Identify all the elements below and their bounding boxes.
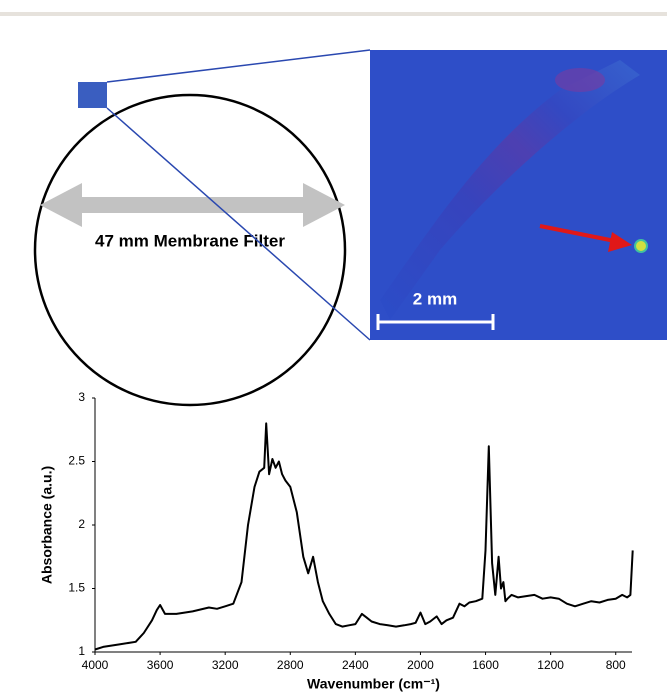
particle xyxy=(634,239,648,253)
image-band xyxy=(380,60,640,320)
zoom-square xyxy=(78,82,107,108)
y-tick-label: 3 xyxy=(78,390,85,404)
x-tick-label: 2000 xyxy=(407,658,434,672)
scale-bar xyxy=(376,314,495,330)
y-axis-label: Absorbance (a.u.) xyxy=(39,466,55,584)
x-tick-label: 2800 xyxy=(277,658,304,672)
red-arrowhead xyxy=(608,232,632,252)
top-rule xyxy=(0,12,667,16)
x-tick-label: 3200 xyxy=(212,658,239,672)
x-tick-label: 3600 xyxy=(147,658,174,672)
y-tick-label: 1 xyxy=(78,644,85,658)
spectrum-line xyxy=(94,422,634,651)
spectrum-chart: 1 1.5 2 2.5 3 4000 3600 3200 2800 2400 2000 1600 120… xyxy=(39,390,634,692)
red-arrow xyxy=(539,224,621,244)
y-tick-label: 2 xyxy=(78,517,85,531)
filter-label: 47 mm Membrane Filter xyxy=(95,231,285,250)
scale-label: 2 mm xyxy=(413,289,457,308)
y-tick-label: 1.5 xyxy=(68,581,85,595)
x-tick-label: 1600 xyxy=(472,658,499,672)
zoom-line xyxy=(106,107,371,341)
double-arrow xyxy=(40,183,345,227)
ir-image xyxy=(370,50,667,340)
x-tick-label: 2400 xyxy=(342,658,369,672)
x-tick-label: 1200 xyxy=(537,658,564,672)
x-axis-label: Wavenumber (cm⁻¹) xyxy=(307,676,440,692)
x-tick-label: 800 xyxy=(606,658,626,672)
image-spot xyxy=(555,68,605,92)
x-tick-label: 4000 xyxy=(82,658,109,672)
zoom-line xyxy=(106,49,371,83)
filter-circle xyxy=(33,93,347,407)
y-tick-label: 2.5 xyxy=(68,454,85,468)
